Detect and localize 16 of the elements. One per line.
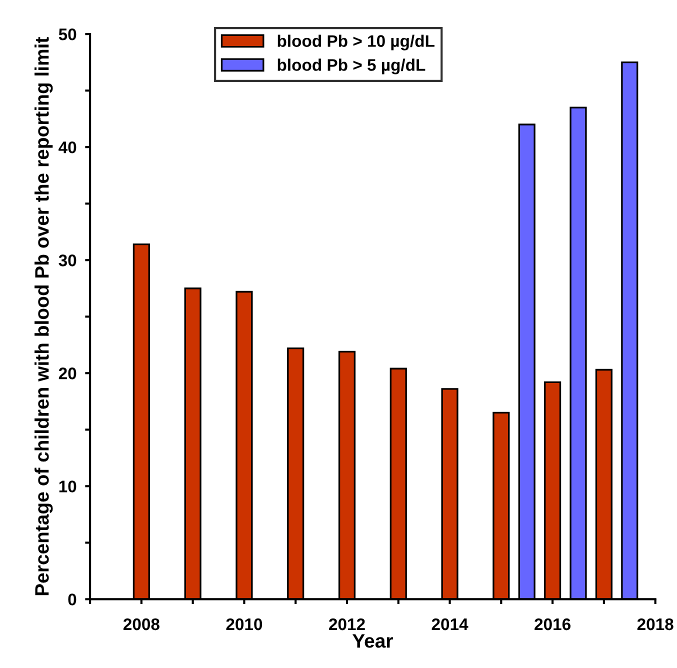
x-tick-label: 2010 (226, 618, 262, 630)
x-tick-label: 2016 (534, 618, 570, 630)
y-tick-label: 50 (58, 28, 76, 40)
legend-label: blood Pb > 10 µg/dL (278, 34, 434, 50)
y-axis-title: Percentage of children with blood Pb over the reporting limit (34, 37, 53, 596)
x-tick-label: 2018 (637, 618, 674, 630)
x-axis-title: Year (352, 634, 393, 648)
x-tick-label: 2008 (123, 618, 160, 630)
x-tick-label: 2012 (329, 618, 365, 630)
y-tick-label: 10 (59, 480, 76, 492)
y-tick-label: 30 (58, 254, 76, 266)
x-tick-label: 2014 (432, 618, 468, 630)
legend-label: blood Pb > 5 µg/dL (278, 58, 426, 74)
y-tick-label: 20 (58, 368, 76, 380)
y-tick-label: 40 (58, 141, 76, 154)
y-tick-label: 0 (68, 594, 76, 606)
